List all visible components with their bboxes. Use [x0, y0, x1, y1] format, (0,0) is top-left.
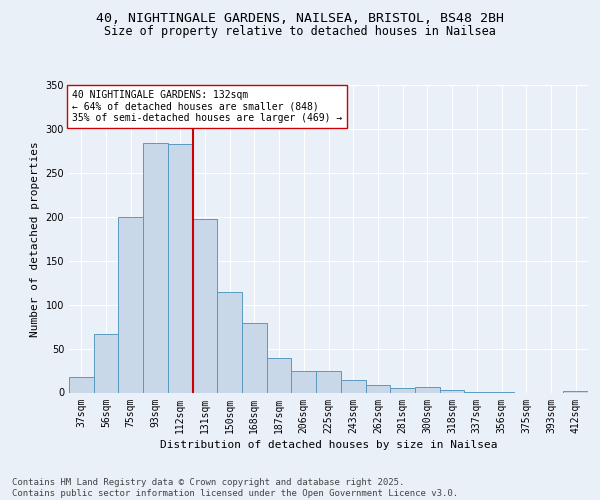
Bar [217, 292, 242, 392]
Bar [94, 334, 118, 392]
X-axis label: Distribution of detached houses by size in Nailsea: Distribution of detached houses by size … [160, 440, 497, 450]
Bar [316, 370, 341, 392]
Bar [341, 380, 365, 392]
Bar [415, 387, 440, 392]
Text: 40 NIGHTINGALE GARDENS: 132sqm
← 64% of detached houses are smaller (848)
35% of: 40 NIGHTINGALE GARDENS: 132sqm ← 64% of … [71, 90, 342, 123]
Text: 40, NIGHTINGALE GARDENS, NAILSEA, BRISTOL, BS48 2BH: 40, NIGHTINGALE GARDENS, NAILSEA, BRISTO… [96, 12, 504, 26]
Bar [143, 143, 168, 392]
Bar [193, 220, 217, 392]
Bar [365, 384, 390, 392]
Bar [242, 323, 267, 392]
Bar [267, 358, 292, 392]
Bar [168, 144, 193, 392]
Bar [390, 388, 415, 392]
Text: Contains HM Land Registry data © Crown copyright and database right 2025.
Contai: Contains HM Land Registry data © Crown c… [12, 478, 458, 498]
Text: Size of property relative to detached houses in Nailsea: Size of property relative to detached ho… [104, 25, 496, 38]
Bar [292, 370, 316, 392]
Bar [563, 390, 588, 392]
Bar [69, 376, 94, 392]
Bar [440, 390, 464, 392]
Bar [118, 217, 143, 392]
Y-axis label: Number of detached properties: Number of detached properties [30, 141, 40, 336]
